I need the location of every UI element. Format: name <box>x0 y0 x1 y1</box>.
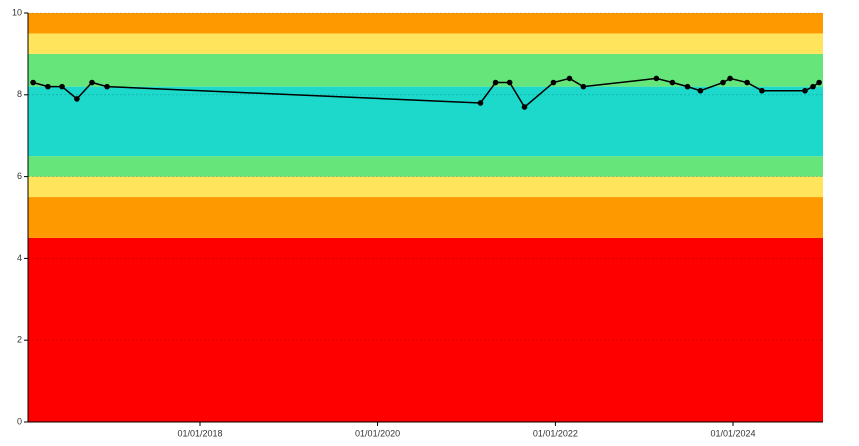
point <box>759 87 765 94</box>
band <box>28 156 823 177</box>
point <box>104 83 110 90</box>
point <box>697 87 704 94</box>
band <box>28 53 823 87</box>
point <box>59 83 65 90</box>
point <box>492 79 499 86</box>
point <box>566 75 573 82</box>
point <box>89 79 95 86</box>
point <box>720 79 726 86</box>
x-tick-label: 01/01/2022 <box>533 428 578 438</box>
point <box>45 83 51 90</box>
x-tick-label: 01/01/2018 <box>177 428 222 438</box>
x-tick-label: 01/01/2020 <box>355 428 400 438</box>
band <box>28 197 823 238</box>
band <box>28 176 823 198</box>
point <box>30 79 36 86</box>
band <box>28 237 823 422</box>
band <box>28 86 823 157</box>
point <box>521 104 528 110</box>
band <box>28 33 823 54</box>
point <box>669 79 676 86</box>
point <box>802 87 808 94</box>
y-tick-label: 4 <box>17 253 22 263</box>
point <box>727 75 733 82</box>
point <box>506 79 513 86</box>
y-tick-label: 8 <box>17 89 22 99</box>
line <box>32 77 820 109</box>
point <box>684 83 691 90</box>
point <box>653 75 660 82</box>
y-tick-label: 10 <box>12 7 22 17</box>
point <box>744 79 750 86</box>
y-tick-label: 0 <box>17 416 22 426</box>
point <box>74 96 80 102</box>
point <box>580 83 587 90</box>
y-tick-label: 6 <box>17 171 22 181</box>
x-tick-label: 01/01/2024 <box>710 428 755 438</box>
point <box>477 100 484 106</box>
point <box>810 83 816 90</box>
y-tick-label: 2 <box>17 335 22 345</box>
point <box>816 79 822 86</box>
band <box>28 13 823 34</box>
point <box>550 79 557 86</box>
